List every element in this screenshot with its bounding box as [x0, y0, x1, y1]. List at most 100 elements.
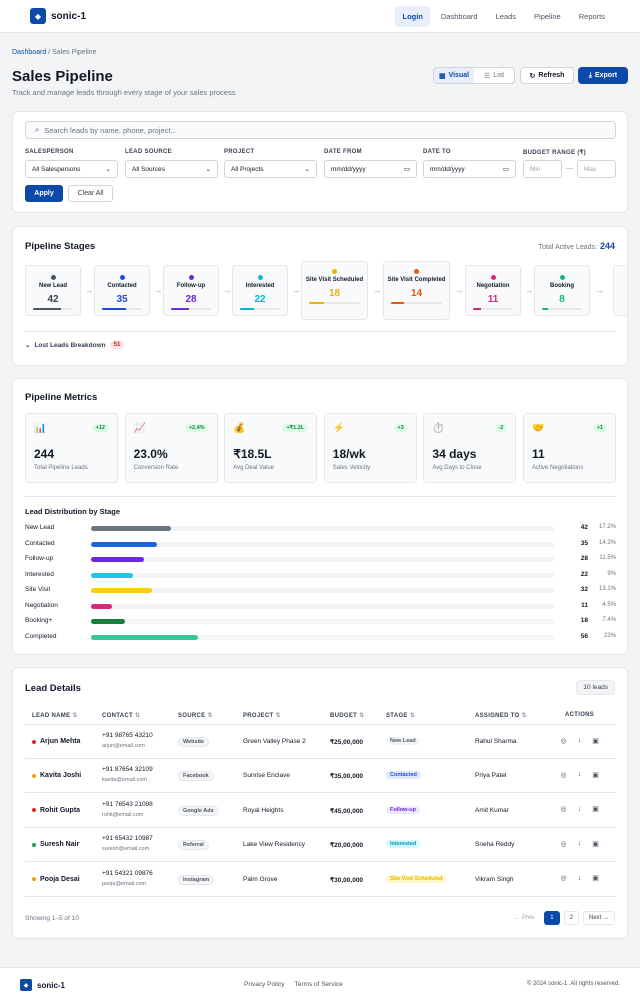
stage-count: 22: [254, 293, 266, 305]
prev-page-button[interactable]: ← Prev: [508, 911, 541, 925]
lost-leads-toggle[interactable]: ⌄ Lost Leads Breakdown 51: [25, 341, 125, 349]
col-budget[interactable]: BUDGET ⇅: [330, 713, 365, 719]
stage-count: 14: [410, 287, 423, 299]
salesperson-select[interactable]: All Salespersons ⌄: [25, 160, 118, 178]
table-row[interactable]: Rohit Gupta +91 76543 21098 rohit@email.co…: [25, 794, 616, 828]
move-stage-icon[interactable]: ↓: [577, 737, 582, 744]
stage-card[interactable]: Contacted 35: [94, 265, 150, 316]
apply-button[interactable]: Apply: [25, 185, 63, 202]
lead-name[interactable]: Arjun Mehta: [32, 738, 80, 745]
stage-card[interactable]: New Lead 42: [25, 265, 81, 316]
lead-name[interactable]: Kavita Joshi: [32, 772, 81, 779]
refresh-button[interactable]: ↻ Refresh: [520, 67, 574, 84]
distribution-row: Booking+ 18 7.4%: [25, 616, 616, 626]
stage-card[interactable]: Follow-up 28: [163, 265, 219, 316]
lead-source-select[interactable]: All Sources ⌄: [125, 160, 218, 178]
export-label: Export: [594, 72, 618, 79]
metric-tile: 💰 +₹1.2L ₹18.5L Avg Deal Value: [224, 413, 318, 483]
nav-pipeline[interactable]: Pipeline: [534, 12, 561, 21]
clear-all-button[interactable]: Clear All: [68, 185, 113, 202]
lead-project: Palm Grove: [243, 875, 278, 883]
col-project[interactable]: PROJECT ⇅: [243, 713, 281, 719]
schedule-calendar-icon[interactable]: ▣: [592, 840, 599, 848]
view-icon[interactable]: ◎: [560, 771, 567, 779]
next-page-button[interactable]: Next →: [582, 911, 615, 925]
lead-name[interactable]: Suresh Nair: [32, 841, 79, 848]
col-assigned-to[interactable]: ASSIGNED TO ⇅: [475, 713, 527, 719]
schedule-calendar-icon[interactable]: ▣: [592, 806, 599, 814]
project-select[interactable]: All Projects ⌄: [224, 160, 317, 178]
distribution-row: Completed 56 23%: [25, 632, 616, 642]
distribution-stage-name: Negotiation: [25, 601, 58, 609]
view-icon[interactable]: ◎: [560, 737, 567, 745]
budget-max-placeholder: Max: [584, 165, 597, 173]
breadcrumb-dashboard[interactable]: Dashboard: [12, 49, 47, 56]
nav-reports[interactable]: Reports: [578, 12, 605, 21]
stage-card[interactable]: Site Visit Scheduled 18: [301, 261, 368, 320]
view-icon[interactable]: ◎: [560, 840, 567, 848]
nav-dashboard[interactable]: Dashboard: [440, 12, 478, 21]
distribution-bar-track: [91, 588, 554, 593]
col-contact[interactable]: CONTACT ⇅: [102, 713, 141, 719]
list-view-button[interactable]: ☰ List: [474, 68, 514, 83]
export-button[interactable]: ⤓ Export: [578, 67, 628, 84]
col-lead-name[interactable]: LEAD NAME ⇅: [32, 713, 78, 719]
stage-card[interactable]: Interested 22: [232, 265, 288, 316]
schedule-calendar-icon[interactable]: ▣: [592, 771, 599, 779]
view-icon[interactable]: ◎: [560, 806, 567, 814]
table-row[interactable]: Arjun Mehta +91 98765 43210 arjun@email.co…: [25, 725, 616, 759]
move-stage-icon[interactable]: ↓: [577, 840, 582, 848]
col-stage[interactable]: STAGE ⇅: [386, 713, 416, 719]
priority-dot: [32, 877, 36, 882]
page-1-button[interactable]: 1: [544, 911, 560, 925]
lead-name[interactable]: Pooja Desai: [32, 876, 80, 883]
stage-card[interactable]: Negotiation 11: [465, 265, 521, 316]
stage-card[interactable]: Site Visit Completed 14: [383, 261, 450, 320]
arrow-right-icon: →: [454, 285, 464, 295]
download-icon: ⤓: [588, 71, 592, 79]
sort-icon: ⇅: [409, 713, 416, 719]
distribution-stage-name: New Lead: [25, 524, 55, 531]
move-stage-icon[interactable]: ↓: [577, 874, 582, 882]
total-active-leads: Total Active Leads: 244: [539, 241, 615, 251]
app-name: sonic-1: [51, 10, 87, 22]
table-row[interactable]: Suresh Nair +91 65432 10987 suresh@email.c…: [25, 828, 616, 863]
date-to-input[interactable]: mm/dd/yyyy ▭: [423, 160, 516, 178]
arrow-right-icon: →: [291, 285, 301, 295]
date-from-placeholder: mm/dd/yyyy: [331, 165, 366, 173]
lead-name[interactable]: Rohit Gupta: [32, 807, 80, 814]
privacy-policy-link[interactable]: Privacy Policy: [244, 981, 285, 988]
salesperson-label: SALESPERSON: [25, 149, 74, 155]
date-from-input[interactable]: mm/dd/yyyy ▭: [324, 160, 417, 178]
app-logo[interactable]: ◆ sonic-1: [30, 8, 86, 24]
distribution-bar-fill: [91, 572, 133, 578]
stage-progress: [391, 301, 442, 304]
table-row[interactable]: Pooja Desai +91 54321 09876 pooja@email.co…: [25, 863, 616, 897]
table-row[interactable]: Kavita Joshi +91 87654 32109 kavita@email.…: [25, 759, 616, 794]
trend-icon: 📈: [133, 423, 147, 434]
view-icon[interactable]: ◎: [560, 875, 567, 883]
nav-login[interactable]: Login: [395, 6, 430, 27]
filters-card: ⌕ Search leads by name, phone, project..…: [12, 111, 628, 213]
search-input[interactable]: ⌕ Search leads by name, phone, project..…: [25, 121, 616, 139]
nav-leads[interactable]: Leads: [495, 12, 517, 21]
lead-phone: +91 76543 21098: [102, 800, 153, 808]
budget-min-input[interactable]: Min: [523, 160, 562, 178]
footer-logo[interactable]: ◆ sonic-1: [20, 979, 65, 991]
distribution-bar-track: [91, 526, 554, 531]
schedule-calendar-icon[interactable]: ▣: [592, 875, 599, 883]
budget-max-input[interactable]: Max: [577, 160, 616, 178]
stage-card[interactable]: Booking 8: [534, 265, 590, 316]
stage-dot: [332, 269, 337, 274]
visual-view-button[interactable]: ▦ Visual: [434, 68, 474, 83]
distribution-row: Interested 22 9%: [25, 570, 616, 580]
page-2-button[interactable]: 2: [563, 911, 579, 925]
terms-of-service-link[interactable]: Terms of Service: [294, 981, 343, 988]
stage-progress: [171, 307, 211, 310]
move-stage-icon[interactable]: ↓: [577, 771, 582, 779]
stage-count: 18: [328, 287, 341, 299]
money-bag-icon: 💰: [233, 423, 246, 434]
move-stage-icon[interactable]: ↓: [577, 805, 582, 813]
schedule-calendar-icon[interactable]: ▣: [592, 737, 599, 745]
col-source[interactable]: SOURCE ⇅: [178, 713, 213, 719]
